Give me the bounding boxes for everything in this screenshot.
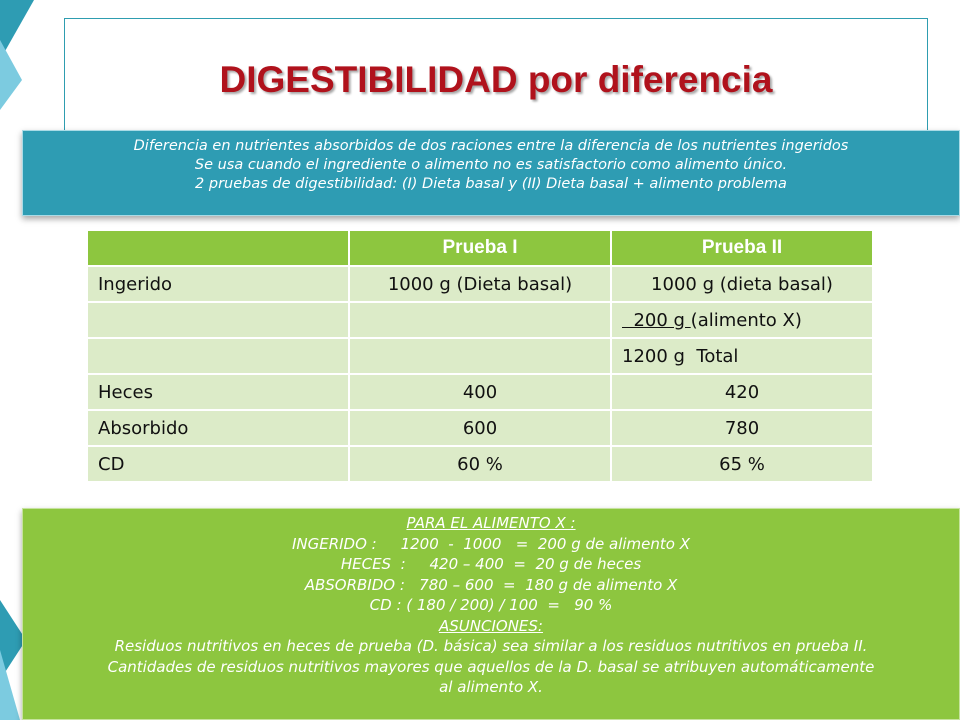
table-cell-alimento: 200 g (alimento X)	[610, 301, 874, 339]
intro-line: Se usa cuando el ingrediente o alimento …	[194, 157, 788, 173]
title-box: DIGESTIBILIDAD por diferencia	[64, 18, 928, 138]
table-cell: Heces	[86, 373, 350, 411]
header-cell	[86, 229, 350, 267]
table-row: Absorbido 600 780	[86, 409, 874, 447]
table-cell: Absorbido	[86, 409, 350, 447]
table-cell: 60 %	[348, 445, 612, 483]
table-cell	[348, 301, 612, 339]
table-cell: 400	[348, 373, 612, 411]
table-cell: 780	[610, 409, 874, 447]
intro-panel: Diferencia en nutrientes absorbidos de d…	[22, 130, 960, 216]
intro-line: Diferencia en nutrientes absorbidos de d…	[133, 138, 849, 154]
calculation-line: INGERIDO : 1200 - 1000 = 200 g de alimen…	[291, 534, 691, 553]
table-row: 200 g (alimento X)	[86, 301, 874, 339]
calculation-line: ABSORBIDO : 780 – 600 = 180 g de aliment…	[304, 575, 678, 594]
table-row: CD 60 % 65 %	[86, 445, 874, 483]
assumption-line: Residuos nutritivos en heces de prueba (…	[114, 637, 868, 655]
table-cell	[348, 337, 612, 375]
calculation-line: CD : ( 180 / 200) / 100 = 90 %	[369, 596, 613, 614]
notes-heading: PARA EL ALIMENTO X :	[406, 514, 576, 532]
table-cell	[86, 337, 350, 375]
table-cell: 1000 g (Dieta basal)	[348, 265, 612, 303]
calculation-line: HECES : 420 – 400 = 20 g de heces	[340, 555, 642, 573]
header-cell: Prueba II	[610, 229, 874, 267]
table-cell: CD	[86, 445, 350, 483]
alimento-label: (alimento X)	[690, 309, 802, 331]
table-cell: 1000 g (dieta basal)	[610, 265, 874, 303]
assumptions-heading: ASUNCIONES:	[439, 616, 543, 635]
table-row: 1200 g Total	[86, 337, 874, 375]
table-cell: 1200 g Total	[610, 337, 874, 375]
table-cell	[86, 301, 350, 339]
table-cell: 65 %	[610, 445, 874, 483]
table-row: Ingerido 1000 g (Dieta basal) 1000 g (di…	[86, 265, 874, 303]
table-cell: 600	[348, 409, 612, 447]
table-cell: Ingerido	[86, 265, 350, 303]
header-cell: Prueba I	[348, 229, 612, 267]
table-cell: 420	[610, 373, 874, 411]
decorative-arrow-top	[0, 0, 34, 110]
assumption-line: al alimento X.	[439, 678, 543, 696]
table-header-row: Prueba I Prueba II	[86, 229, 874, 267]
underlined-amount: 200 g	[622, 309, 691, 331]
assumption-line: Cantidades de residuos nutritivos mayore…	[107, 657, 875, 676]
decorative-arrow-bottom	[0, 600, 26, 720]
page-title: DIGESTIBILIDAD por diferencia	[219, 59, 773, 100]
digestibility-table: Prueba I Prueba II Ingerido 1000 g (Diet…	[86, 229, 874, 483]
intro-line: 2 pruebas de digestibilidad: (I) Dieta b…	[195, 176, 787, 192]
notes-panel: PARA EL ALIMENTO X : INGERIDO : 1200 - 1…	[22, 508, 960, 720]
table-row: Heces 400 420	[86, 373, 874, 411]
